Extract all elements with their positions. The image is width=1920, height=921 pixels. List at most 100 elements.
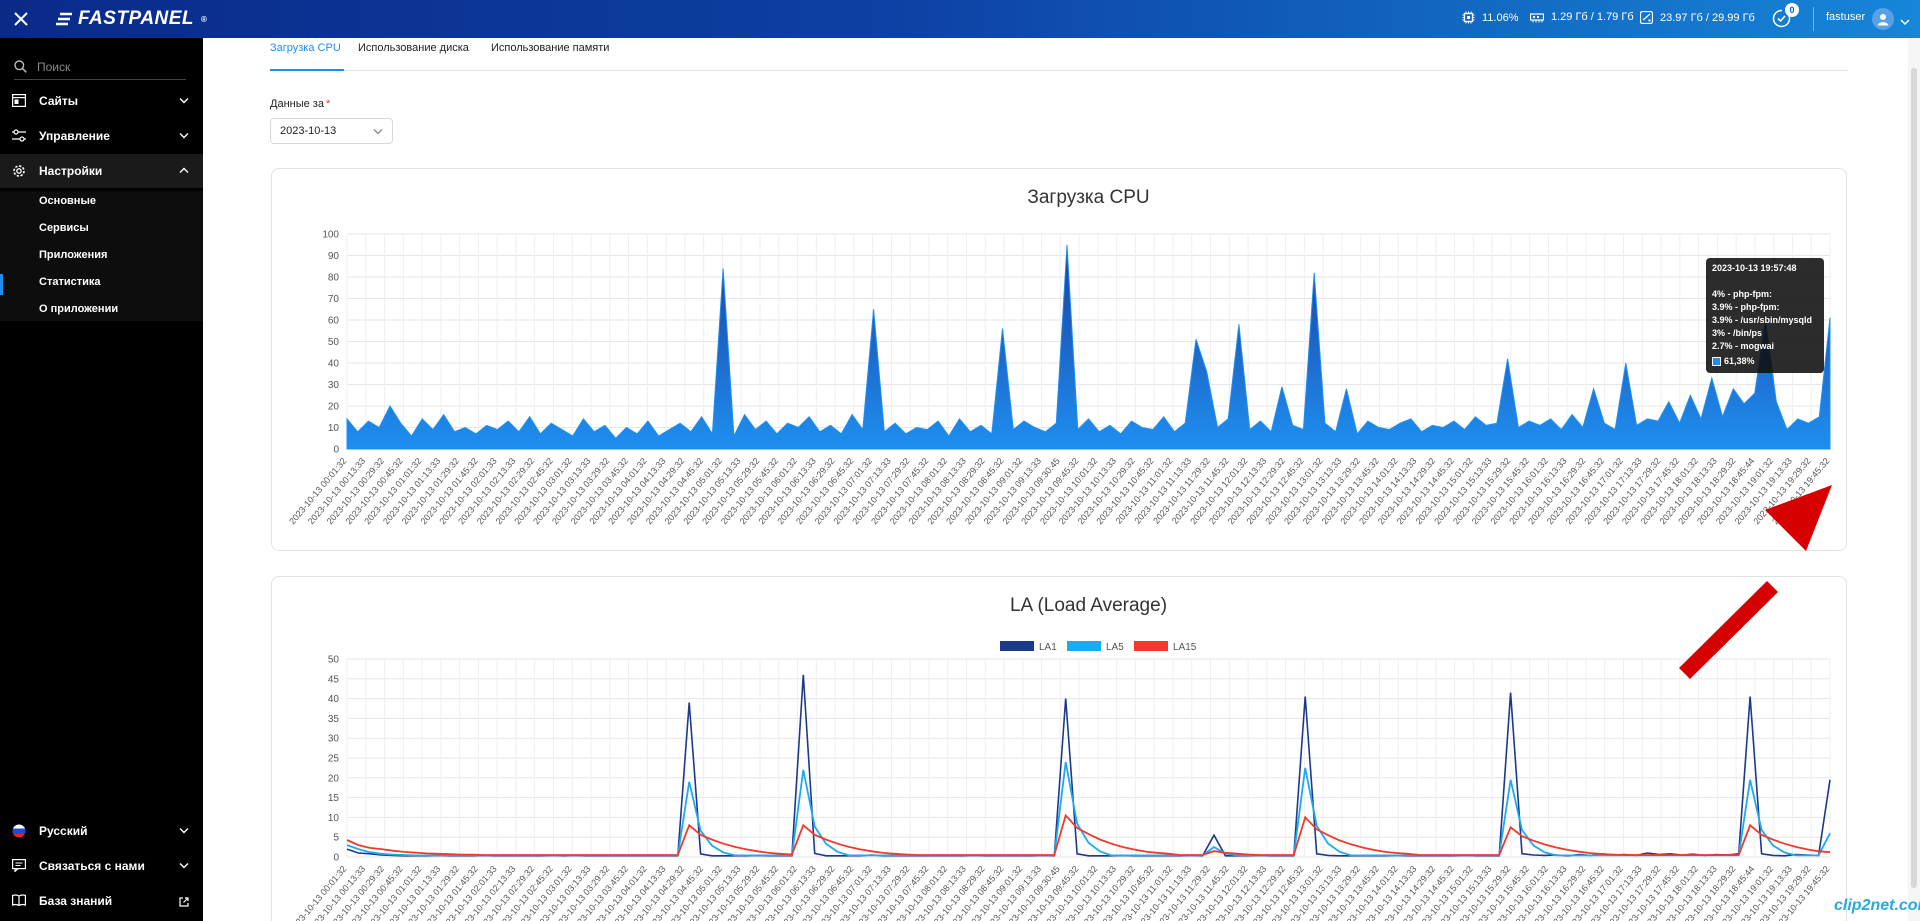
submenu-item-services[interactable]: Сервисы [39,222,89,234]
y-tick-label: 25 [328,754,340,765]
tooltip-line: 3.9% - /usr/sbin/mysqld [1712,315,1813,325]
sidebar-item-management[interactable]: Управление [0,119,203,153]
sidebar-item-contact[interactable]: Связаться с нами [0,849,203,883]
sidebar-item-sites[interactable]: Сайты [0,84,203,118]
tooltip-color-swatch [1712,357,1721,366]
disk-stat[interactable]: 23.97 Гб / 29.99 Гб [1640,11,1755,24]
search-icon [14,60,27,73]
sidebar-item-label: Настройки [39,164,103,178]
la-series-la1 [346,674,1831,857]
sidebar-item-label: Русский [39,824,88,838]
submenu-item-about[interactable]: О приложении [39,303,119,315]
la-series-la15 [346,813,1831,856]
la-chart-card: LA (Load Average) 0 5 10 15 20 25 30 35 40 45 50 202… [271,576,1847,921]
memory-usage-value: 1.29 Гб / 1.79 Гб [1551,11,1634,23]
sidebar-item-label: Связаться с нами [39,859,145,873]
y-tick-label: 0 [333,853,339,864]
top-bar: FASTPANEL ® 11.06% 1.29 Гб / 1.79 Гб 23.9… [0,0,1920,38]
cpu-chart[interactable]: Загрузка CPU 0 10 20 30 40 50 60 70 80 90 100 2023-1… [272,169,1847,551]
y-tick-label: 5 [333,833,339,844]
browser-icon [12,94,26,107]
tooltip-value-row: 61,38% [1712,355,1818,368]
submenu-item-general[interactable]: Основные [39,195,96,207]
username[interactable]: fastuser [1826,11,1866,23]
legend-label: LA15 [1173,642,1197,653]
tabs-divider [270,70,1848,71]
y-tick-label: 100 [322,230,339,241]
sidebar-item-settings[interactable]: Настройки [0,154,203,188]
legend-swatch [1067,641,1101,651]
y-tick-label: 40 [328,359,340,370]
memory-stat[interactable]: 1.29 Гб / 1.79 Гб [1530,11,1634,23]
active-submenu-indicator [0,274,3,295]
tab-disk[interactable]: Использование диска [358,42,469,54]
tab-cpu[interactable]: Загрузка CPU [270,42,341,54]
chart-title: LA (Load Average) [1010,595,1167,616]
chevron-down-icon [179,98,189,104]
chevron-down-icon [179,133,189,139]
chevron-down-icon [179,828,189,834]
active-tab-underline [270,69,344,71]
user-menu-chevron-down-icon[interactable] [1900,13,1910,31]
close-icon[interactable] [10,8,32,30]
chevron-down-icon [373,129,383,135]
y-tick-label: 40 [328,694,340,705]
chat-icon [12,859,26,872]
submenu-item-applications[interactable]: Приложения [39,249,108,261]
date-filter-label: Данные за * [270,98,330,110]
legend-swatch [1000,641,1034,651]
tooltip-line: 3% - /bin/ps [1712,328,1763,338]
y-tick-label: 30 [328,380,340,391]
y-tick-label: 20 [328,773,340,784]
y-tick-label: 10 [328,813,340,824]
search-input[interactable] [37,59,167,74]
y-tick-label: 20 [328,402,340,413]
page-scrollbar[interactable] [1908,38,1920,921]
chart-title: Загрузка CPU [1027,187,1149,208]
y-tick-label: 50 [328,337,340,348]
fastpanel-logo[interactable]: FASTPANEL ® [56,8,207,30]
tooltip-line: 4% - php-fpm: [1712,289,1772,299]
tooltip-line: 3.9% - php-fpm: [1712,302,1780,312]
disk-icon [1640,11,1653,24]
external-link-icon [179,897,189,907]
cpu-usage-value: 11.06% [1482,11,1519,24]
logo-text: FASTPANEL [78,8,195,29]
clip2net-watermark: clip2net.com [1834,897,1920,914]
y-tick-label: 50 [328,655,340,666]
sidebar-item-label: База знаний [39,894,113,908]
tab-memory[interactable]: Использование памяти [491,42,610,54]
date-select[interactable]: 2023-10-13 [270,118,393,144]
cpu-chart-card: Загрузка CPU 0 10 20 30 40 50 60 70 80 90 100 2023-1… [271,168,1847,551]
sliders-icon [12,129,26,142]
user-avatar-icon[interactable] [1872,8,1894,30]
la-chart[interactable]: LA (Load Average)05101520253035404550202… [272,577,1847,921]
y-tick-label: 80 [328,273,340,284]
sidebar: Сайты Управление Настройки Основные Серв… [0,38,203,921]
notification-count-badge: 0 [1785,3,1799,17]
legend-label: LA5 [1106,642,1124,653]
submenu-item-statistics[interactable]: Статистика [39,276,101,288]
sidebar-item-language[interactable]: Русский [0,814,203,848]
sidebar-search[interactable] [14,54,186,80]
sidebar-item-label: Сайты [39,94,78,108]
y-tick-label: 10 [328,423,340,434]
scrollbar-thumb[interactable] [1911,68,1917,888]
date-filter-label-text: Данные за [270,98,324,110]
tooltip-title: 2023-10-13 19:57:48 [1712,263,1797,273]
notifications-icon[interactable] [1772,9,1791,33]
date-select-value: 2023-10-13 [280,125,337,137]
y-tick-label: 90 [328,251,340,262]
logo-registered-mark: ® [201,14,208,24]
settings-submenu [0,191,203,321]
cpu-stat[interactable]: 11.06% [1462,11,1519,24]
logo-lines-icon [56,12,72,26]
y-tick-label: 70 [328,294,340,305]
memory-icon [1530,12,1544,22]
required-mark: * [325,98,331,110]
y-tick-label: 15 [328,793,340,804]
disk-usage-value: 23.97 Гб / 29.99 Гб [1660,11,1755,24]
cpu-icon [1462,11,1475,24]
sidebar-item-knowledge-base[interactable]: База знаний [0,884,203,918]
tooltip-value: 61,38% [1724,356,1755,366]
